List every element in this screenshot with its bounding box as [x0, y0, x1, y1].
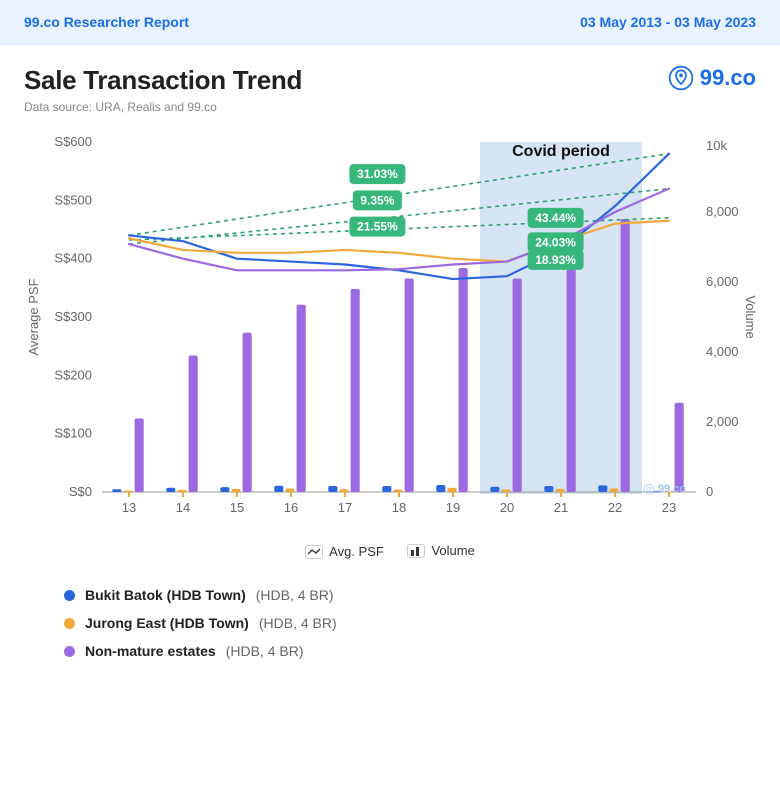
x-tick: 20: [500, 500, 514, 515]
line-icon: [305, 545, 323, 559]
legend-name: Non-mature estates: [85, 637, 216, 665]
page-title: Sale Transaction Trend: [24, 65, 302, 96]
pct-label: 18.93%: [535, 253, 576, 267]
bar-nonmat: [567, 233, 576, 492]
legend-name: Bukit Batok (HDB Town): [85, 581, 246, 609]
x-tick: 16: [284, 500, 298, 515]
bar-jurong: [609, 489, 618, 493]
x-tick: 23: [662, 500, 676, 515]
bar-jurong: [447, 488, 456, 492]
legend-row: Non-mature estates (HDB, 4 BR): [64, 637, 756, 665]
x-tick: 13: [122, 500, 136, 515]
bar-bukit: [166, 488, 175, 492]
bar-bukit: [274, 486, 283, 492]
bar-nonmat: [243, 333, 252, 492]
legend-meta: (HDB, 4 BR): [259, 609, 337, 637]
chart-type-legend: Avg. PSF Volume: [24, 543, 756, 559]
y-right-top: 10k: [706, 138, 727, 153]
pct-label: 31.03%: [357, 167, 398, 181]
bar-bukit: [382, 486, 391, 492]
y-left-tick: S$600: [54, 134, 92, 149]
legend-row: Bukit Batok (HDB Town) (HDB, 4 BR): [64, 581, 756, 609]
y-left-tick: S$300: [54, 309, 92, 324]
bar-jurong: [285, 489, 294, 493]
bar-icon: [407, 544, 425, 558]
bar-nonmat: [405, 279, 414, 493]
bar-nonmat: [675, 403, 684, 492]
bar-nonmat: [297, 305, 306, 492]
chart-watermark: 99.co: [643, 483, 686, 495]
x-tick: 17: [338, 500, 352, 515]
bar-bukit: [220, 487, 229, 492]
bar-bukit: [328, 486, 337, 492]
y-left-tick: S$400: [54, 251, 92, 266]
bar-bukit: [112, 489, 121, 492]
y-left-tick: S$100: [54, 426, 92, 441]
bar-jurong: [555, 489, 564, 492]
y-right-tick: 4,000: [706, 344, 739, 359]
bar-nonmat: [189, 356, 198, 493]
y-left-tick: S$200: [54, 367, 92, 382]
legend-name: Jurong East (HDB Town): [85, 609, 249, 637]
y-left-tick: S$0: [69, 484, 92, 499]
report-date-range: 03 May 2013 - 03 May 2023: [580, 14, 756, 30]
bar-jurong: [501, 490, 510, 492]
pct-label: 43.44%: [535, 211, 576, 225]
legend-meta: (HDB, 4 BR): [256, 581, 334, 609]
sale-trend-chart: Covid period S$0 S$100 S$200 S$300 S$400 S$500…: [24, 132, 756, 537]
x-tick: 22: [608, 500, 622, 515]
y-right-tick: 0: [706, 484, 713, 499]
legend-volume: Volume: [407, 543, 474, 558]
report-title: 99.co Researcher Report: [24, 14, 189, 30]
series-legend: Bukit Batok (HDB Town) (HDB, 4 BR)Jurong…: [64, 581, 756, 665]
brand-text: 99.co: [700, 65, 756, 91]
y-left-label: Average PSF: [26, 278, 41, 355]
pct-label: 21.55%: [357, 220, 398, 234]
bar-nonmat: [351, 289, 360, 492]
covid-label: Covid period: [512, 143, 610, 160]
bar-jurong: [177, 490, 186, 492]
y-right-tick: 2,000: [706, 414, 739, 429]
covid-band: [480, 142, 642, 494]
brand-logo: 99.co: [668, 65, 756, 91]
bar-jurong: [231, 489, 240, 492]
bar-jurong: [123, 491, 132, 492]
legend-row: Jurong East (HDB Town) (HDB, 4 BR): [64, 609, 756, 637]
bar-nonmat: [513, 279, 522, 493]
y-left-tick: S$500: [54, 192, 92, 207]
y-right-tick: 8,000: [706, 204, 739, 219]
legend-dot: [64, 646, 75, 657]
bar-jurong: [393, 490, 402, 492]
map-pin-icon: [668, 65, 694, 91]
x-tick: 15: [230, 500, 244, 515]
bar-jurong: [339, 489, 348, 492]
bar-nonmat: [621, 219, 630, 492]
data-source: Data source: URA, Realis and 99.co: [24, 100, 302, 114]
bar-bukit: [490, 487, 499, 492]
legend-avg-psf: Avg. PSF: [305, 544, 384, 559]
x-tick: 14: [176, 500, 190, 515]
bar-nonmat: [135, 419, 144, 493]
legend-dot: [64, 618, 75, 629]
x-tick: 18: [392, 500, 406, 515]
x-tick: 21: [554, 500, 568, 515]
y-right-label: Volume: [743, 295, 756, 338]
legend-dot: [64, 590, 75, 601]
pct-label: 24.03%: [535, 235, 576, 249]
y-right-tick: 6,000: [706, 274, 739, 289]
x-tick: 19: [446, 500, 460, 515]
report-header: 99.co Researcher Report 03 May 2013 - 03…: [0, 0, 780, 45]
bar-bukit: [544, 486, 553, 492]
bar-nonmat: [459, 268, 468, 492]
bar-bukit: [436, 485, 445, 492]
pct-label: 9.35%: [360, 193, 394, 207]
legend-meta: (HDB, 4 BR): [226, 637, 304, 665]
chart-canvas: Covid period S$0 S$100 S$200 S$300 S$400 S$500…: [24, 132, 756, 532]
bar-bukit: [598, 485, 607, 492]
